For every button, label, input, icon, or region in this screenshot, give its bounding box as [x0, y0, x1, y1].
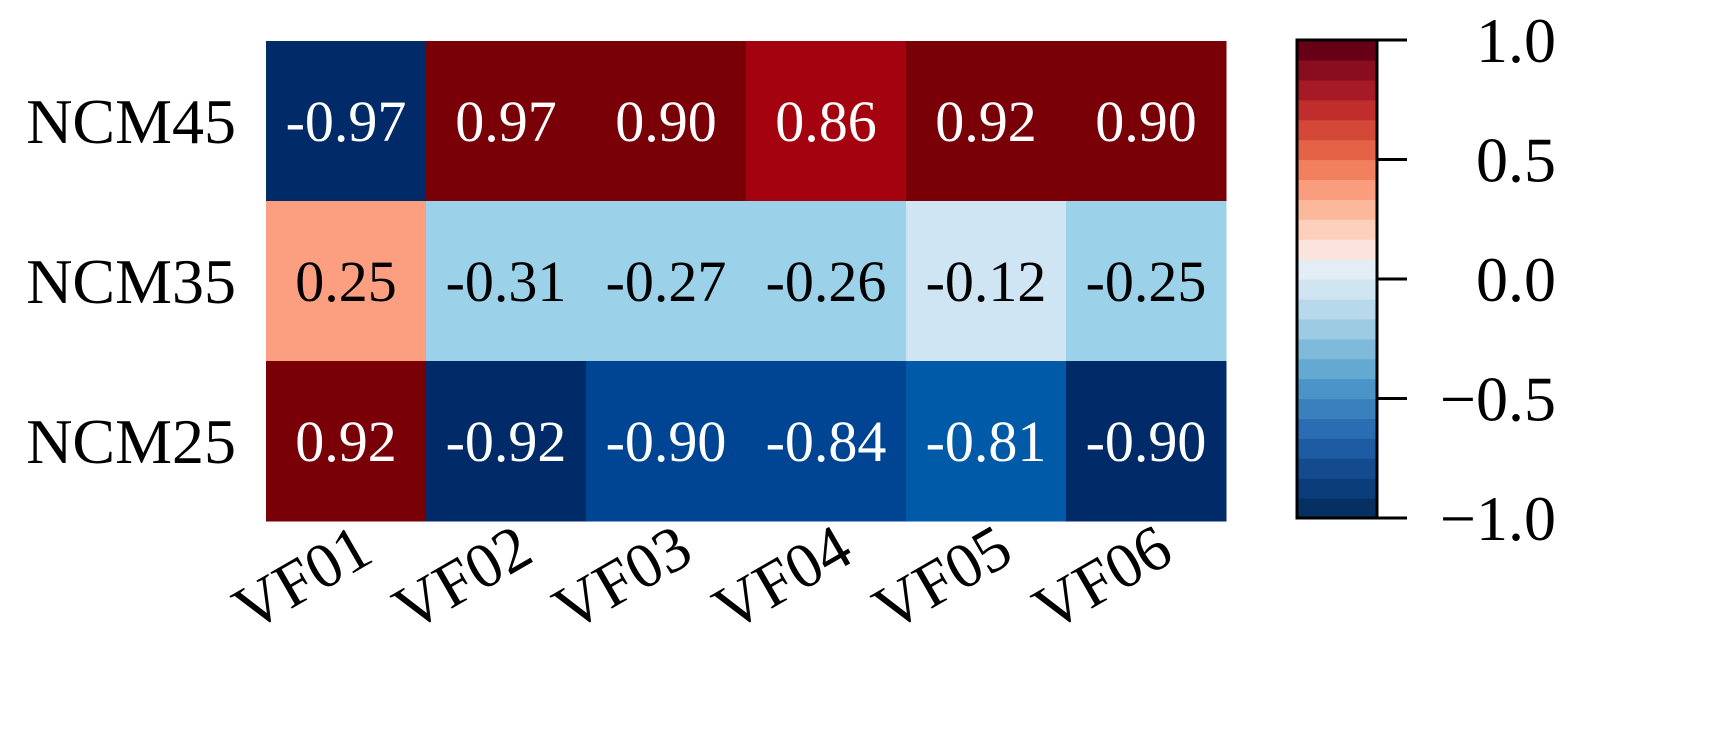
colorbar-segment	[1297, 79, 1377, 101]
heatmap-cell	[426, 201, 587, 362]
cell-value-label: 0.90	[615, 89, 717, 154]
heatmap-cell	[746, 41, 907, 202]
colorbar-segment	[1297, 398, 1377, 420]
colorbar-segment	[1297, 358, 1377, 380]
cell-value-label: 0.90	[1095, 89, 1197, 154]
colorbar-tick-label: −1.0	[1440, 483, 1556, 554]
colorbar-segment	[1297, 498, 1377, 519]
cell-value-label: -0.31	[446, 249, 567, 314]
cell-value-label: 0.92	[935, 89, 1037, 154]
column-label: VF03	[541, 511, 703, 645]
colorbar-segment	[1297, 59, 1377, 81]
colorbar-segment	[1297, 179, 1377, 200]
cell-value-label: -0.81	[926, 409, 1047, 474]
colorbar-tick-label: 0.0	[1476, 244, 1556, 315]
cell-value-label: -0.84	[766, 409, 887, 474]
heatmap-cell	[906, 361, 1067, 522]
cell-value-label: -0.90	[1086, 409, 1207, 474]
column-label: VF06	[1021, 511, 1183, 645]
heatmap-cell	[1066, 361, 1227, 522]
heatmap-grid	[266, 41, 1227, 522]
colorbar-segment	[1297, 99, 1377, 121]
row-label: NCM25	[26, 406, 236, 477]
row-label: NCM35	[26, 246, 236, 317]
cell-value-label: 0.25	[295, 249, 397, 314]
colorbar-segment	[1297, 298, 1377, 320]
row-labels: NCM45 NCM35 NCM25	[26, 86, 236, 477]
colorbar-segment	[1297, 458, 1377, 479]
cell-value-label: 0.92	[295, 409, 397, 474]
colorbar-segment	[1297, 378, 1377, 400]
colorbar-tick-label: 0.5	[1476, 125, 1556, 196]
colorbar-segment	[1297, 40, 1377, 61]
cell-value-label: -0.90	[606, 409, 727, 474]
colorbar-segment	[1297, 338, 1377, 360]
cell-value-label: -0.92	[446, 409, 567, 474]
heatmap-cell	[266, 41, 427, 202]
cell-value-label: -0.26	[766, 249, 887, 314]
colorbar-segment	[1297, 478, 1377, 499]
heatmap-cell	[266, 201, 427, 362]
row-label: NCM45	[26, 86, 236, 157]
column-label: VF04	[701, 511, 863, 645]
heatmap-cell	[1066, 201, 1227, 362]
column-label: VF01	[221, 511, 383, 645]
heatmap-cell	[426, 361, 587, 522]
heatmap-cell	[586, 361, 747, 522]
colorbar-segment	[1297, 259, 1377, 280]
colorbar-tick-label: 1.0	[1476, 5, 1556, 76]
heatmap-cell	[746, 361, 907, 522]
heatmap-cell	[586, 201, 747, 362]
colorbar-segment	[1297, 318, 1377, 340]
heatmap-cell	[906, 41, 1067, 202]
colorbar-segment	[1297, 139, 1377, 161]
cell-value-label: -0.27	[606, 249, 727, 314]
colorbar-segment	[1297, 438, 1377, 459]
colorbar-segment	[1297, 239, 1377, 260]
cell-value-label: -0.25	[1086, 249, 1207, 314]
heatmap-cell	[426, 41, 587, 202]
colorbar-segment	[1297, 199, 1377, 220]
colorbar-segment	[1297, 418, 1377, 439]
colorbar-segment	[1297, 279, 1377, 300]
colorbar-segment	[1297, 159, 1377, 181]
heatmap-cell	[746, 201, 907, 362]
cell-value-label: 0.97	[455, 89, 557, 154]
cell-value-label: 0.86	[775, 89, 877, 154]
column-label: VF05	[861, 511, 1023, 645]
heatmap-cell	[1066, 41, 1227, 202]
colorbar-segment	[1297, 219, 1377, 240]
heatmap-value-labels: -0.97 0.97 0.90 0.86 0.92 0.900.25 -0.31 -0.27-…	[286, 89, 1207, 474]
colorbar-tick-label: −0.5	[1440, 364, 1556, 435]
cell-value-label: -0.12	[926, 249, 1047, 314]
colorbar-segment	[1297, 119, 1377, 141]
column-label: VF02	[381, 511, 543, 645]
heatmap-cell	[906, 201, 1067, 362]
cell-value-label: -0.97	[286, 89, 407, 154]
colorbar: 1.0 0.5 0.0 −0.5 −1.0	[1295, 5, 1556, 554]
heatmap-cell	[586, 41, 747, 202]
heatmap-cell	[266, 361, 427, 522]
